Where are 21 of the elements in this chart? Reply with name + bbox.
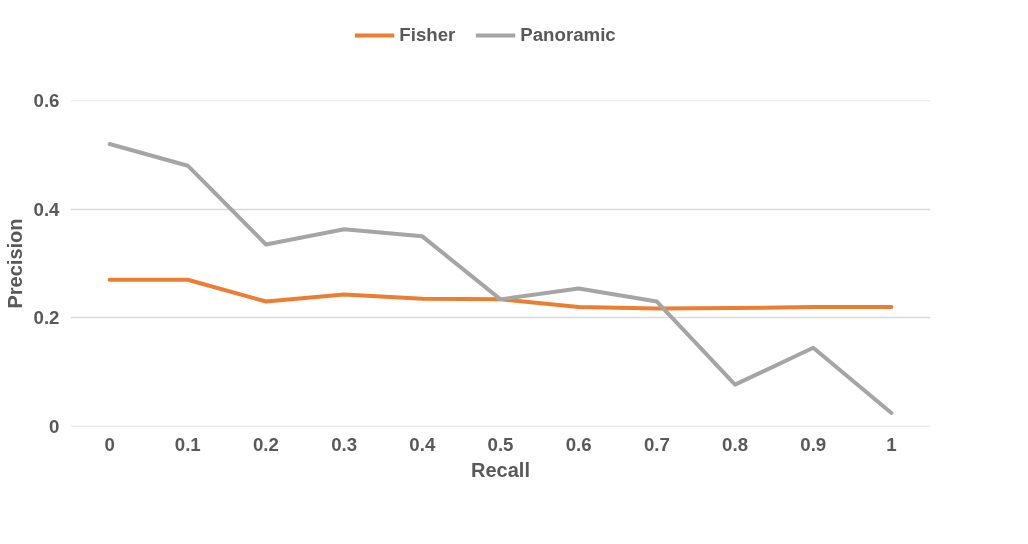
x-tick-label: 1 xyxy=(886,433,897,455)
legend-label: Panoramic xyxy=(520,24,616,46)
y-tick-label: 0.2 xyxy=(33,307,60,329)
line-series xyxy=(107,277,894,311)
y-tick-label: 0.4 xyxy=(33,198,61,220)
x-tick-label: 0.9 xyxy=(800,433,827,455)
line-series xyxy=(107,141,894,415)
x-tick-label: 0.2 xyxy=(252,433,279,455)
x-tick-label: 0.1 xyxy=(174,433,201,455)
x-tick-label: 0 xyxy=(104,433,115,455)
x-tick-label: 0.8 xyxy=(722,433,749,455)
y-axis-title: Precision xyxy=(3,218,26,309)
y-tick-label: 0.6 xyxy=(33,90,60,111)
x-tick-label: 0.4 xyxy=(409,433,436,455)
x-tick-label: 0.5 xyxy=(487,433,514,455)
legend-label: Fisher xyxy=(399,24,456,46)
y-tick-label: 0 xyxy=(49,416,60,437)
x-tick-label: 0.6 xyxy=(565,433,592,455)
x-axis-title: Recall xyxy=(471,458,530,481)
x-tick-label: 0.7 xyxy=(643,433,670,455)
x-tick-label: 0.3 xyxy=(331,433,358,455)
